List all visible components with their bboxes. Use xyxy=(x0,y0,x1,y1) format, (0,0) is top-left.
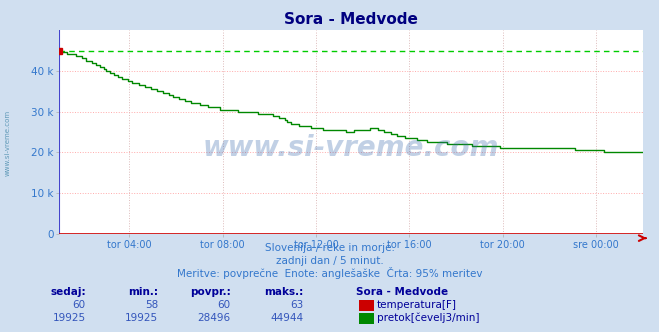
Text: Sora - Medvode: Sora - Medvode xyxy=(356,288,448,297)
Text: temperatura[F]: temperatura[F] xyxy=(377,300,457,310)
Text: pretok[čevelj3/min]: pretok[čevelj3/min] xyxy=(377,312,480,323)
Text: 19925: 19925 xyxy=(53,313,86,323)
Text: povpr.:: povpr.: xyxy=(190,288,231,297)
Text: 28496: 28496 xyxy=(198,313,231,323)
Text: zadnji dan / 5 minut.: zadnji dan / 5 minut. xyxy=(275,256,384,266)
Text: 19925: 19925 xyxy=(125,313,158,323)
Text: maks.:: maks.: xyxy=(264,288,303,297)
Text: 58: 58 xyxy=(145,300,158,310)
Text: www.si-vreme.com: www.si-vreme.com xyxy=(5,110,11,176)
Text: sedaj:: sedaj: xyxy=(50,288,86,297)
Text: Slovenija / reke in morje.: Slovenija / reke in morje. xyxy=(264,243,395,253)
Title: Sora - Medvode: Sora - Medvode xyxy=(284,12,418,27)
Text: 60: 60 xyxy=(217,300,231,310)
Text: 63: 63 xyxy=(290,300,303,310)
Text: 44944: 44944 xyxy=(270,313,303,323)
Text: Meritve: povprečne  Enote: anglešaške  Črta: 95% meritev: Meritve: povprečne Enote: anglešaške Črt… xyxy=(177,267,482,279)
Text: www.si-vreme.com: www.si-vreme.com xyxy=(203,134,499,162)
Text: 60: 60 xyxy=(72,300,86,310)
Text: min.:: min.: xyxy=(128,288,158,297)
